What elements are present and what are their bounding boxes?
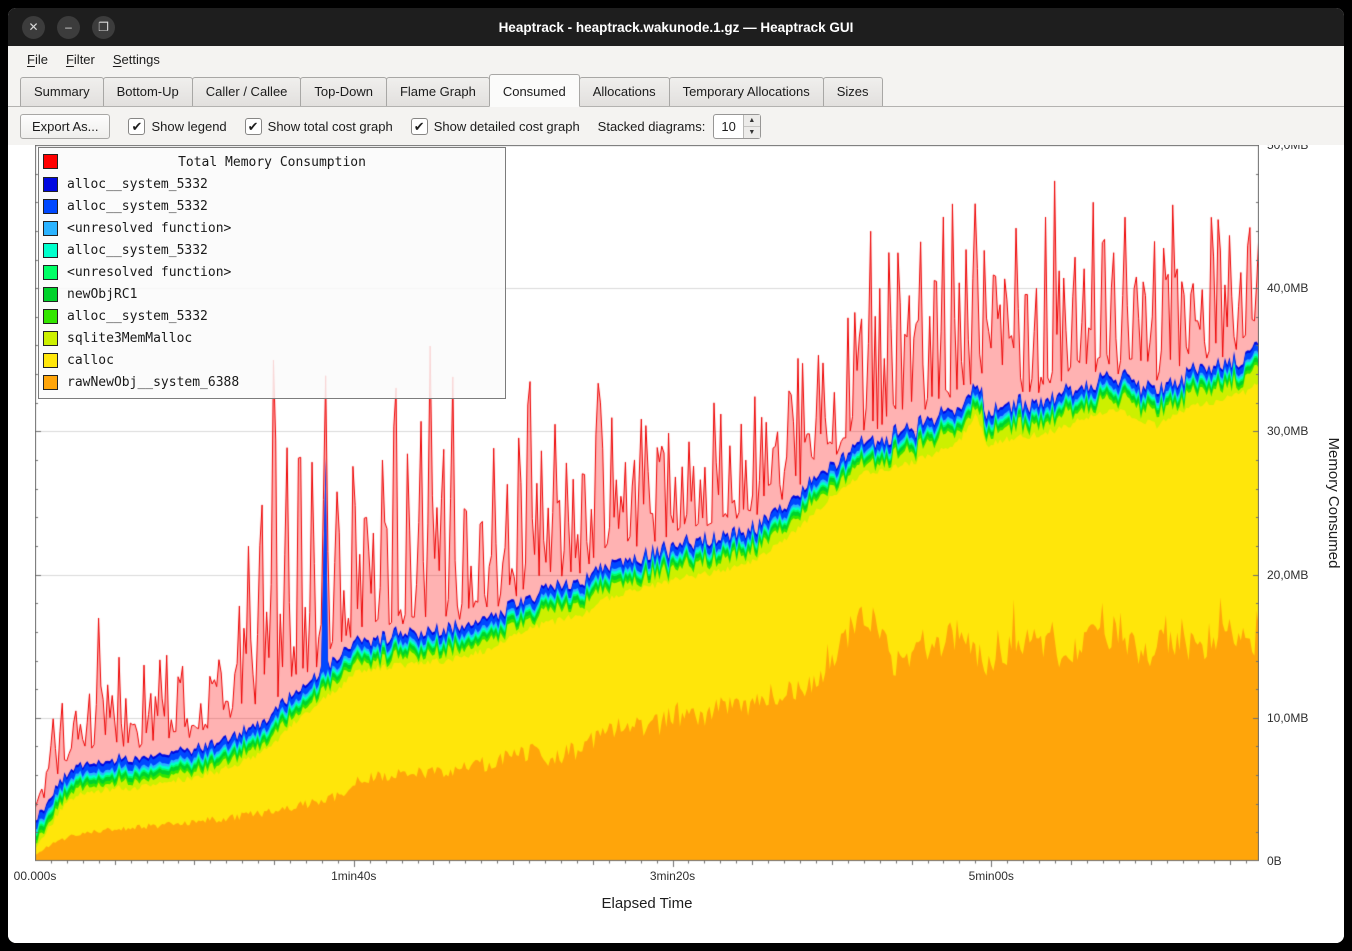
menu-item-settings[interactable]: Settings	[112, 52, 160, 67]
legend-label: calloc	[67, 352, 114, 368]
minimize-icon: –	[65, 20, 72, 34]
legend-label: <unresolved function>	[67, 264, 232, 280]
toolbar: Export As... Show legend Show total cost…	[8, 107, 1344, 145]
export-as-button[interactable]: Export As...	[20, 113, 111, 139]
spinbox-up-button[interactable]: ▲	[743, 114, 760, 127]
checkbox-label[interactable]: Show detailed cost graph	[433, 118, 580, 134]
checkbox-label[interactable]: Show legend	[151, 118, 227, 134]
checkbox-show-legend[interactable]: Show legend	[128, 117, 227, 135]
legend-swatch	[43, 308, 58, 324]
tab-bottom-up[interactable]: Bottom-Up	[102, 77, 193, 106]
checkbox-icon[interactable]	[128, 117, 146, 135]
y-axis-tick-label: 0B	[1267, 854, 1282, 868]
legend-label: alloc__system_5332	[67, 176, 208, 192]
close-icon: ✕	[28, 20, 39, 34]
legend-title: Total Memory Consumption	[178, 154, 366, 170]
legend-label: <unresolved function>	[67, 220, 232, 236]
y-axis-title: Memory Consumed	[1325, 437, 1342, 569]
legend-row: <unresolved function>	[39, 261, 505, 283]
legend-row: <unresolved function>	[39, 217, 505, 239]
legend-swatch	[43, 154, 58, 169]
tab-caller-callee[interactable]: Caller / Callee	[191, 77, 302, 106]
legend-swatch	[43, 286, 58, 302]
x-axis-tick-label: 3min20s	[649, 869, 696, 883]
legend-label: rawNewObj__system_6388	[67, 374, 240, 390]
legend-label: alloc__system_5332	[67, 242, 208, 258]
legend-row: alloc__system_5332	[39, 195, 505, 217]
tabbar: Summary Bottom-Up Caller / Callee Top-Do…	[8, 73, 1344, 107]
checkbox-icon[interactable]	[244, 117, 262, 135]
maximize-button[interactable]: ❐	[92, 15, 115, 39]
legend-swatch	[43, 374, 58, 390]
minimize-button[interactable]: –	[57, 15, 80, 39]
y-axis-tick-label: 50,0MB	[1267, 145, 1309, 152]
heaptrack-window: ✕ – ❐ Heaptrack - heaptrack.wakunode.1.g…	[8, 8, 1344, 943]
checkbox-icon[interactable]	[410, 117, 428, 135]
legend-swatch	[43, 220, 58, 236]
spinbox-down-button[interactable]: ▼	[743, 126, 760, 138]
chevron-down-icon: ▼	[748, 128, 756, 136]
legend-row: alloc__system_5332	[39, 173, 505, 195]
menubar: File Filter Settings	[8, 46, 1344, 73]
x-axis-tick-label: 00.000s	[13, 869, 57, 883]
y-axis-tick-label: 20,0MB	[1267, 567, 1309, 582]
menu-item-filter[interactable]: Filter	[65, 52, 95, 67]
y-axis-tick-label: 30,0MB	[1267, 424, 1309, 439]
legend-swatch	[43, 198, 58, 214]
legend-label: newObjRC1	[67, 286, 138, 302]
legend-label: sqlite3MemMalloc	[67, 330, 193, 346]
window-title: Heaptrack - heaptrack.wakunode.1.gz — He…	[498, 19, 854, 35]
legend-row: sqlite3MemMalloc	[39, 327, 505, 349]
tab-temporary-allocations[interactable]: Temporary Allocations	[668, 77, 824, 106]
legend-title-row: Total Memory Consumption	[39, 151, 505, 173]
checkbox-show-total-cost-graph[interactable]: Show total cost graph	[244, 117, 393, 135]
tab-top-down[interactable]: Top-Down	[300, 77, 387, 106]
legend-swatch	[43, 264, 58, 280]
legend-row: newObjRC1	[39, 283, 505, 305]
tab-summary[interactable]: Summary	[20, 77, 104, 106]
legend-swatch	[43, 176, 58, 192]
legend-row: alloc__system_5332	[39, 305, 505, 327]
legend-swatch	[43, 352, 58, 368]
legend-label: alloc__system_5332	[67, 308, 208, 324]
tab-sizes[interactable]: Sizes	[822, 77, 883, 106]
titlebar: ✕ – ❐ Heaptrack - heaptrack.wakunode.1.g…	[8, 8, 1344, 46]
tab-allocations[interactable]: Allocations	[578, 77, 670, 106]
y-axis-tick-label: 40,0MB	[1267, 281, 1309, 296]
menu-item-file[interactable]: File	[27, 52, 48, 67]
chevron-up-icon: ▲	[748, 116, 756, 124]
checkbox-show-detailed-cost-graph[interactable]: Show detailed cost graph	[410, 117, 580, 135]
legend-row: rawNewObj__system_6388	[39, 371, 505, 393]
legend-label: alloc__system_5332	[67, 198, 208, 214]
x-axis-title: Elapsed Time	[601, 895, 693, 912]
legend-row: alloc__system_5332	[39, 239, 505, 261]
legend-row: calloc	[39, 349, 505, 371]
legend-swatch	[43, 330, 58, 346]
maximize-icon: ❐	[98, 20, 109, 34]
stacked-diagrams-group: Stacked diagrams: 10 ▲ ▼	[597, 113, 761, 139]
close-button[interactable]: ✕	[22, 15, 45, 39]
legend-swatch	[43, 242, 58, 258]
stacked-diagrams-spinbox[interactable]: 10 ▲ ▼	[713, 113, 761, 139]
chart-region: Total Memory Consumption alloc__system_5…	[8, 145, 1344, 943]
tab-consumed[interactable]: Consumed	[488, 74, 580, 107]
x-axis-tick-label: 5min00s	[968, 869, 1014, 883]
legend: Total Memory Consumption alloc__system_5…	[38, 147, 506, 399]
spinbox-value[interactable]: 10	[721, 118, 736, 134]
x-axis-tick-label: 1min40s	[331, 869, 377, 883]
stacked-diagrams-label: Stacked diagrams:	[597, 118, 706, 134]
checkbox-label[interactable]: Show total cost graph	[267, 118, 393, 134]
y-axis-tick-label: 10,0MB	[1267, 710, 1309, 725]
tab-flame-graph[interactable]: Flame Graph	[385, 77, 490, 106]
